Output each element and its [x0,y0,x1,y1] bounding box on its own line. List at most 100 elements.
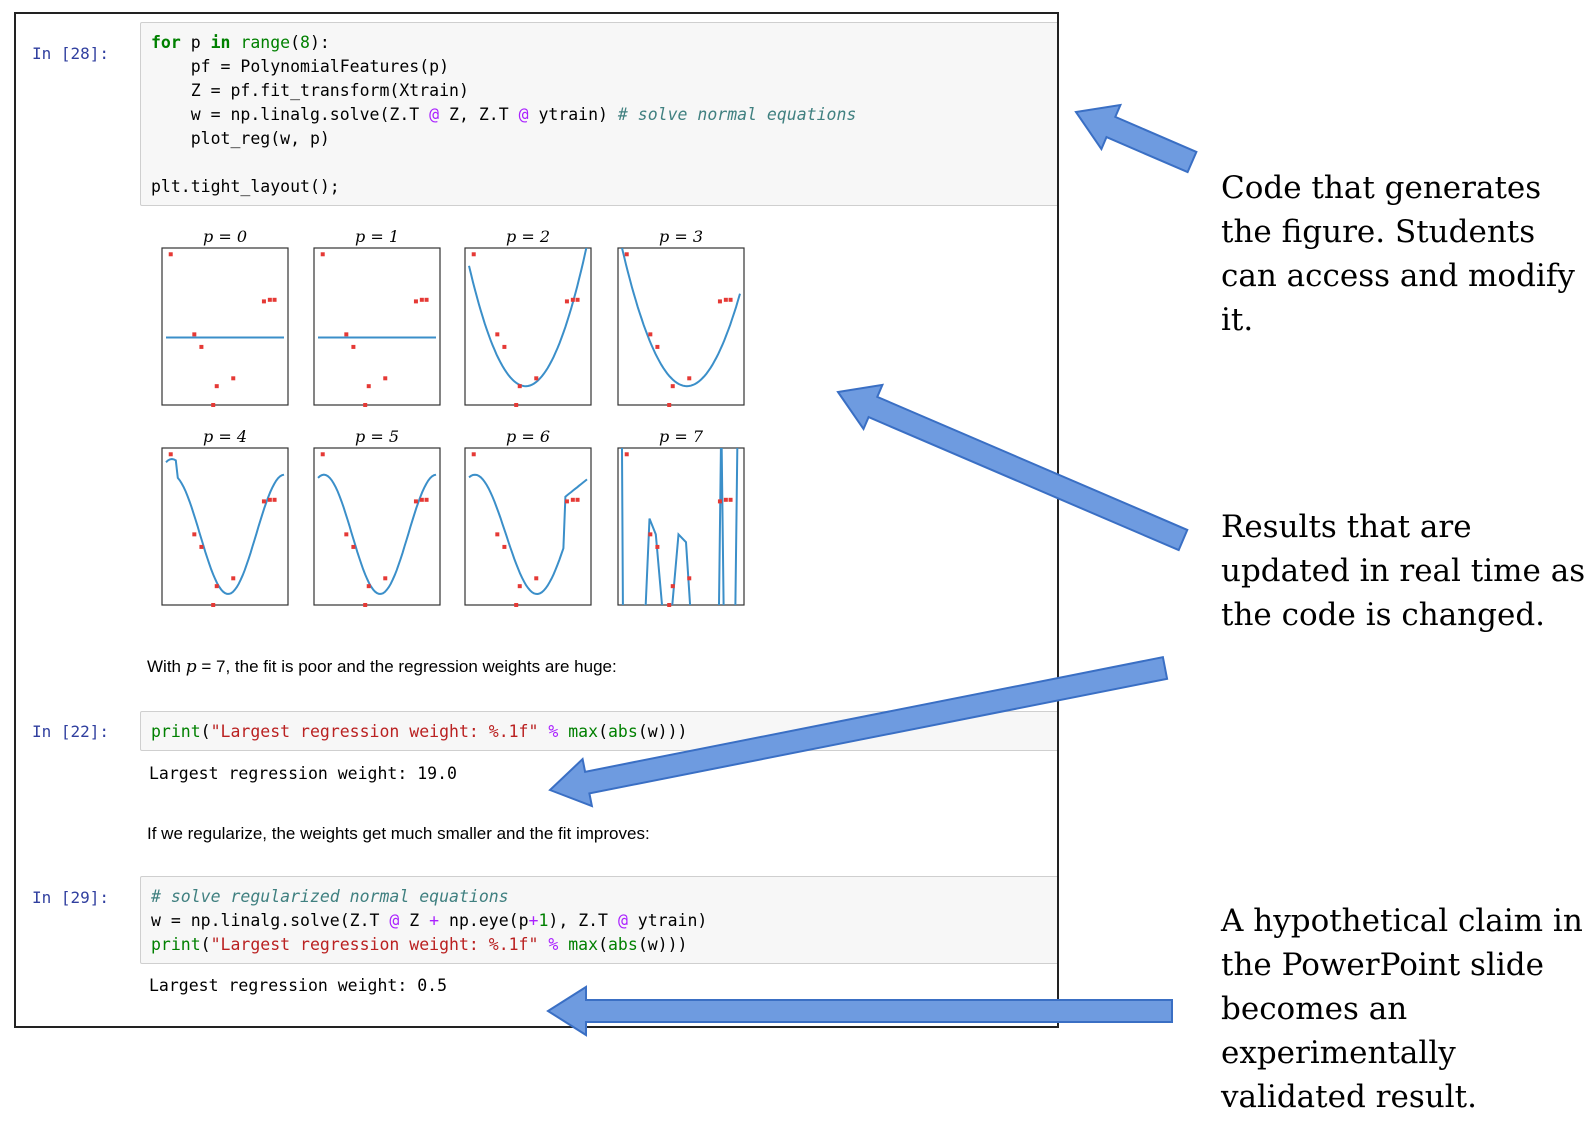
plot-panel-0: p = 0 [161,227,289,407]
training-point [717,499,722,504]
training-point [344,532,349,537]
fit-curve-2 [468,248,588,388]
training-point [383,376,388,381]
training-point [261,299,266,304]
code-text-29[interactable]: # solve regularized normal equations w =… [151,887,708,954]
code-cell-28[interactable]: for p in range(8): pf = PolynomialFeatur… [140,22,1057,206]
training-point [517,584,522,589]
training-point [231,576,236,581]
training-point [570,497,575,502]
training-point [648,332,653,337]
code-text-28[interactable]: for p in range(8): pf = PolynomialFeatur… [151,33,857,196]
plot-frame-4 [161,447,289,606]
regression-plot-grid: p = 0 p = 1 p = 2 p = 3 p = 4 p = 5 p = 6 p = 7 [161,227,745,607]
training-point [534,376,539,381]
training-point [655,344,660,349]
training-point [413,499,418,504]
annotation-claim: A hypothetical claim in the PowerPoint s… [1221,903,1583,1115]
training-point [272,497,277,502]
training-point [575,497,580,502]
training-point [199,344,204,349]
training-point [723,497,728,502]
training-point [517,384,522,389]
plot-panel-4: p = 4 [161,427,289,607]
training-point [366,584,371,589]
training-point [192,332,197,337]
plot-panel-2: p = 2 [464,227,592,407]
training-point [413,299,418,304]
training-point [570,297,575,302]
training-point [419,297,424,302]
training-point [687,576,692,581]
plot-frame-5 [313,447,441,606]
arrow-to-code [1074,103,1198,174]
training-point [272,297,277,302]
plot-frame-1 [313,247,441,406]
plot-panel-5: p = 5 [313,427,441,607]
training-point [564,499,569,504]
training-point [168,452,173,457]
training-point [211,403,216,407]
training-point [502,544,507,549]
training-point [624,452,629,457]
training-point [495,532,500,537]
training-point [728,297,733,302]
training-point [419,497,424,502]
output-text-22: Largest regression weight: 19.0 [149,764,457,783]
training-point [363,403,368,407]
annotation-results: Results that are updated in real time as… [1221,509,1586,633]
training-point [214,584,219,589]
training-point [231,376,236,381]
training-point [363,603,368,607]
training-point [502,344,507,349]
training-point [267,497,272,502]
training-point [344,332,349,337]
output-text-29: Largest regression weight: 0.5 [149,976,448,995]
markdown-text-2: If we regularize, the weights get much s… [147,824,650,843]
training-point [564,299,569,304]
plot-title-5: p = 5 [355,427,399,446]
training-point [320,452,325,457]
training-point [575,297,580,302]
training-point [424,497,429,502]
plot-title-0: p = 0 [203,227,247,246]
training-point [534,576,539,581]
training-point [514,403,519,407]
training-point [383,576,388,581]
cell-prompt-28: In [28]: [32,44,110,63]
training-point [168,252,173,257]
training-point [728,497,733,502]
training-point [261,499,266,504]
fit-curve-5 [317,473,437,595]
plot-panel-3: p = 3 [617,227,745,407]
training-point [648,532,653,537]
plot-title-4: p = 4 [203,427,247,446]
plot-panel-6: p = 6 [464,427,592,607]
training-point [471,452,476,457]
code-cell-29[interactable]: # solve regularized normal equations w =… [140,876,1057,964]
plot-panel-1: p = 1 [313,227,441,407]
training-point [624,252,629,257]
training-point [214,384,219,389]
plot-frame-3 [617,247,745,406]
plot-title-3: p = 3 [659,227,703,246]
markdown-text-1: With p = 7, the fit is poor and the regr… [147,657,617,677]
training-point [199,544,204,549]
fit-curve-4 [165,457,285,595]
code-text-22[interactable]: print("Largest regression weight: %.1f" … [151,722,688,741]
notebook-panel: In [28]: for p in range(8): pf = Polynom… [14,12,1059,1028]
plot-panel-7: p = 7 [617,427,745,607]
plot-title-7: p = 7 [659,427,704,446]
training-point [366,384,371,389]
cell-prompt-29: In [29]: [32,888,110,907]
training-point [667,603,672,607]
plot-title-6: p = 6 [506,427,550,446]
plot-title-1: p = 1 [355,227,399,246]
training-point [424,297,429,302]
training-point [211,603,216,607]
training-point [717,299,722,304]
training-point [670,584,675,589]
code-cell-22[interactable]: print("Largest regression weight: %.1f" … [140,711,1057,751]
plot-frame-6 [464,447,592,606]
plot-frame-2 [464,247,592,406]
